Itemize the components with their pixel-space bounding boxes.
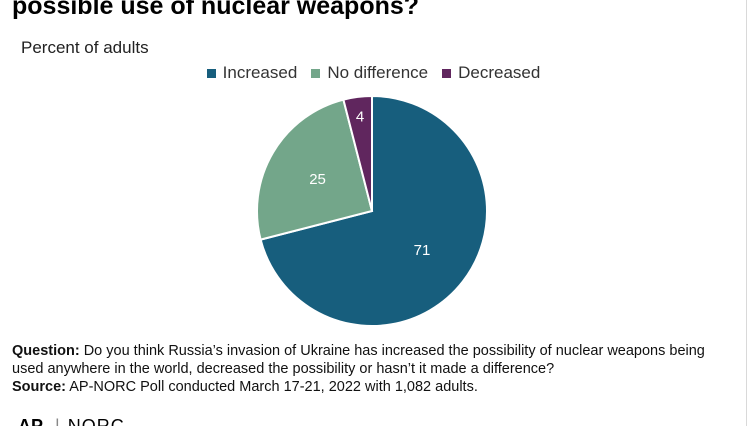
chart-title: possible use of nuclear weapons? [12,0,420,20]
legend-label-no-difference: No difference [327,63,429,82]
pie-slice-decreased [342,94,373,212]
source-note: Source: AP-NORC Poll conducted March 17-… [12,378,732,396]
footer-notes: Question: Do you think Russia’s invasion… [12,342,732,396]
legend-swatch-decreased [442,68,452,78]
pie-slice-increased [259,94,488,327]
chart-subtitle: Percent of adults [21,38,149,57]
legend-label-decreased: Decreased [458,63,541,82]
pie-chart: 71 25 4 [256,94,488,327]
question-text: Do you think Russia’s invasion of Ukrain… [12,343,705,377]
legend-item-increased: Increased [206,63,298,83]
pie-label-decreased: 4 [356,108,364,125]
question-label: Question: [12,343,80,359]
ap-logo: AP [18,416,44,426]
norc-logo: NORC [67,416,125,426]
question-note: Question: Do you think Russia’s invasion… [12,342,732,378]
pie-slice-no-difference [256,98,374,241]
source-text: AP-NORC Poll conducted March 17-21, 2022… [66,379,478,395]
logo-separator: | [55,416,60,426]
pie-label-increased: 71 [414,242,431,259]
legend: Increased No difference Decreased [0,63,747,83]
legend-item-no-difference: No difference [311,63,428,83]
source-label: Source: [12,379,66,395]
legend-item-decreased: Decreased [442,63,540,83]
legend-swatch-no-difference [311,68,321,78]
logos: AP | NORC [18,416,125,426]
legend-swatch-increased [206,68,216,78]
legend-label-increased: Increased [222,63,298,82]
pie-label-no-difference: 25 [309,171,326,188]
